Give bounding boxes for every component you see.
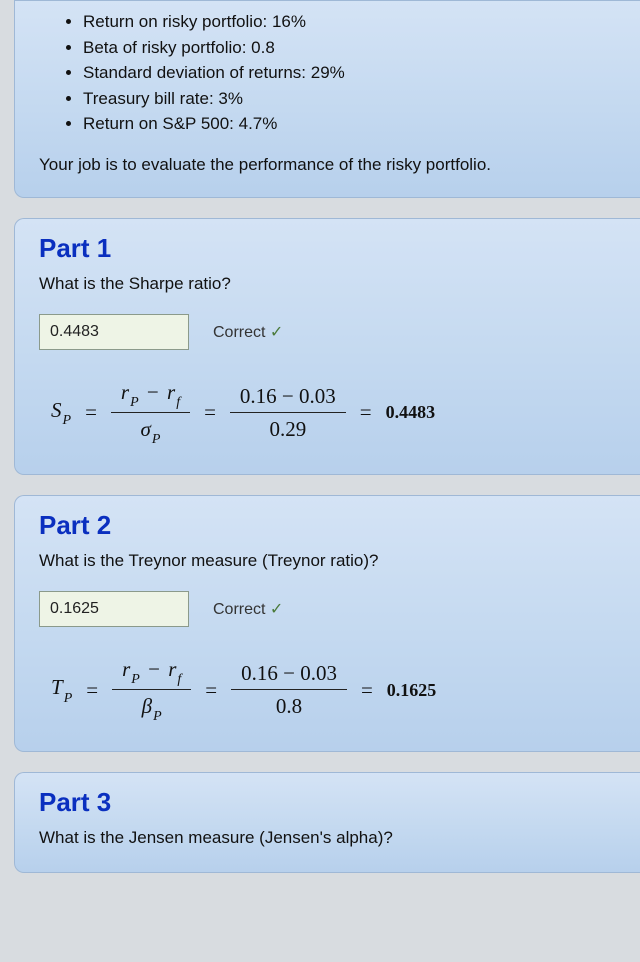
part2-answer-input[interactable] — [39, 591, 189, 627]
rf-sub: f — [177, 672, 181, 687]
rf-sub: f — [176, 395, 180, 410]
rf-symbol: r — [168, 657, 176, 681]
list-item: Return on risky portfolio: 16% — [83, 9, 620, 35]
beta-symbol: β — [142, 694, 152, 718]
sharpe-sub: P — [63, 413, 72, 428]
list-item: Treasury bill rate: 3% — [83, 86, 620, 112]
part1-answer-row: Correct — [39, 314, 620, 350]
equals-icon: = — [356, 400, 376, 425]
part1-title: Part 1 — [39, 233, 620, 264]
part2-question: What is the Treynor measure (Treynor rat… — [39, 551, 620, 571]
numeric-fraction: 0.16 − 0.03 0.8 — [231, 661, 347, 719]
part3-title: Part 3 — [39, 787, 620, 818]
task-text: Your job is to evaluate the performance … — [39, 155, 620, 175]
part3-question: What is the Jensen measure (Jensen's alp… — [39, 828, 620, 848]
equals-icon: = — [357, 678, 377, 703]
treynor-sub: P — [64, 691, 73, 706]
sigma-sub: P — [152, 432, 161, 447]
part2-panel: Part 2 What is the Treynor measure (Trey… — [14, 495, 640, 752]
den-value: 0.29 — [259, 413, 316, 442]
part2-title: Part 2 — [39, 510, 620, 541]
sigma-symbol: σ — [141, 417, 151, 441]
equals-icon: = — [200, 400, 220, 425]
equals-icon: = — [201, 678, 221, 703]
treynor-symbol: T — [51, 675, 63, 699]
minus-icon: − — [145, 657, 163, 681]
part1-answer-input[interactable] — [39, 314, 189, 350]
intro-panel: Return on risky portfolio: 16% Beta of r… — [14, 0, 640, 198]
rp-symbol: r — [121, 380, 129, 404]
rf-symbol: r — [167, 380, 175, 404]
numeric-fraction: 0.16 − 0.03 0.29 — [230, 384, 346, 442]
given-data-list: Return on risky portfolio: 16% Beta of r… — [83, 9, 620, 137]
part2-correct-label: Correct — [213, 599, 283, 619]
part2-result: 0.1625 — [387, 680, 437, 701]
minus-icon: − — [144, 380, 162, 404]
part2-answer-row: Correct — [39, 591, 620, 627]
symbolic-fraction: rP − rf βP — [112, 657, 191, 723]
equals-icon: = — [81, 400, 101, 425]
den-value: 0.8 — [266, 690, 312, 719]
symbolic-fraction: rP − rf σP — [111, 380, 190, 446]
part3-panel: Part 3 What is the Jensen measure (Jense… — [14, 772, 640, 873]
part1-panel: Part 1 What is the Sharpe ratio? Correct… — [14, 218, 640, 475]
equals-icon: = — [82, 678, 102, 703]
rp-sub: P — [131, 672, 140, 687]
num-value: 0.16 − 0.03 — [230, 384, 346, 413]
part1-question: What is the Sharpe ratio? — [39, 274, 620, 294]
part2-formula: TP = rP − rf βP = 0.16 − 0.03 0.8 = 0.16… — [51, 657, 620, 723]
sharpe-symbol: S — [51, 398, 62, 422]
list-item: Return on S&P 500: 4.7% — [83, 111, 620, 137]
list-item: Standard deviation of returns: 29% — [83, 60, 620, 86]
rp-sub: P — [130, 395, 139, 410]
part1-correct-label: Correct — [213, 322, 283, 342]
num-value: 0.16 − 0.03 — [231, 661, 347, 690]
rp-symbol: r — [122, 657, 130, 681]
part1-result: 0.4483 — [386, 402, 436, 423]
part1-formula: SP = rP − rf σP = 0.16 − 0.03 0.29 = 0.4… — [51, 380, 620, 446]
beta-sub: P — [153, 709, 162, 724]
list-item: Beta of risky portfolio: 0.8 — [83, 35, 620, 61]
